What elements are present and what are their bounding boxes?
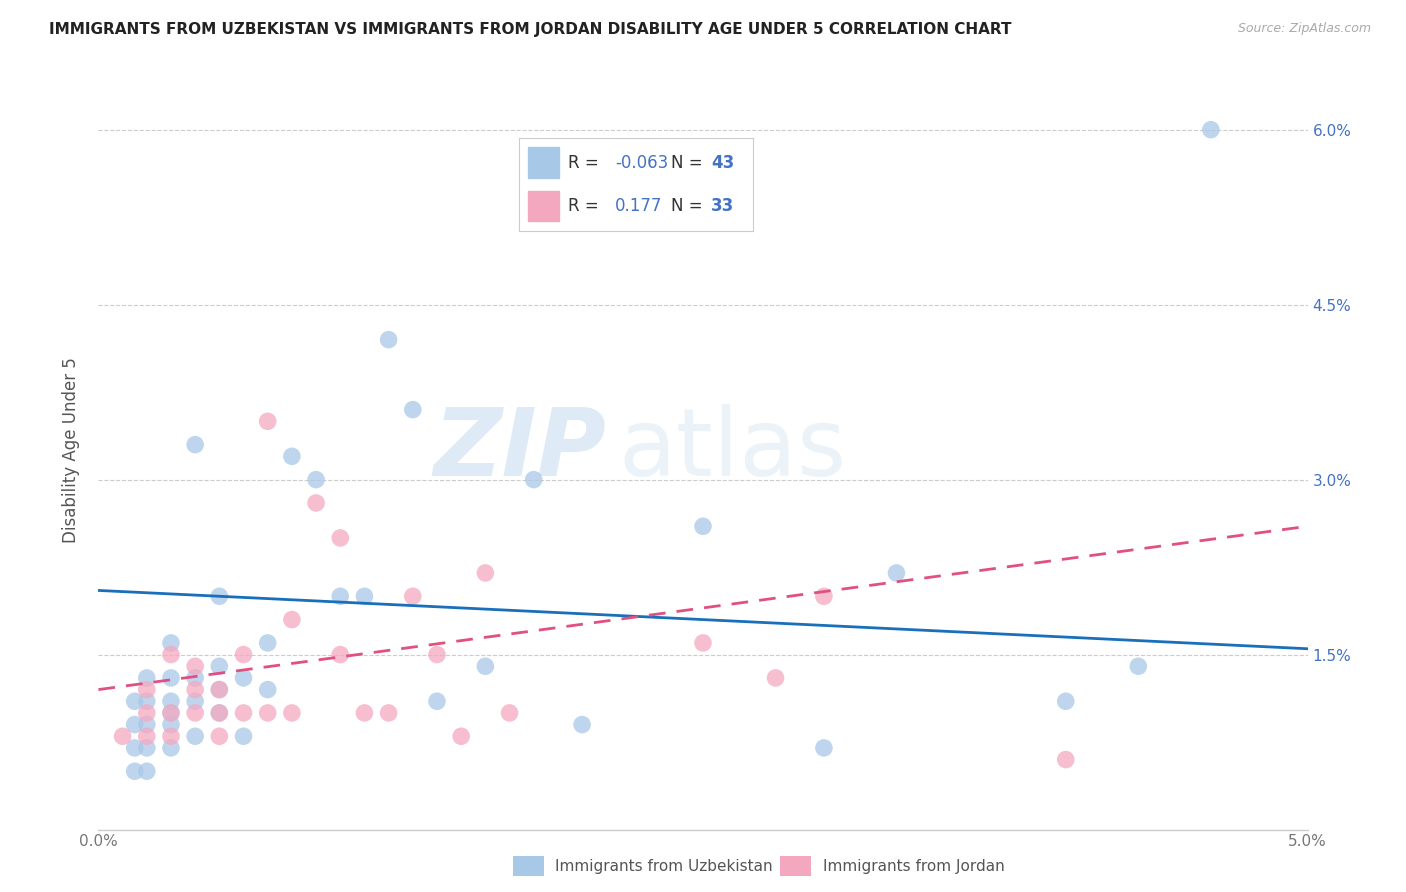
- Point: [160, 671, 183, 685]
- Point: [1054, 753, 1077, 767]
- Point: [450, 729, 472, 743]
- Text: 0.177: 0.177: [614, 196, 662, 215]
- Point: [184, 729, 207, 743]
- Point: [208, 706, 231, 720]
- Point: [329, 589, 352, 603]
- Point: [474, 566, 496, 580]
- Point: [256, 414, 278, 428]
- Point: [765, 671, 787, 685]
- Point: [160, 706, 183, 720]
- Point: [124, 717, 146, 731]
- Text: N =: N =: [671, 196, 703, 215]
- Point: [692, 636, 714, 650]
- Point: [1199, 122, 1222, 136]
- Text: Immigrants from Uzbekistan: Immigrants from Uzbekistan: [555, 859, 773, 873]
- Point: [305, 473, 328, 487]
- Point: [135, 717, 157, 731]
- Point: [135, 671, 157, 685]
- Point: [208, 682, 231, 697]
- Text: Source: ZipAtlas.com: Source: ZipAtlas.com: [1237, 22, 1371, 36]
- Point: [184, 694, 207, 708]
- Point: [184, 682, 207, 697]
- Text: 33: 33: [711, 196, 734, 215]
- Point: [498, 706, 520, 720]
- Point: [135, 740, 157, 755]
- Point: [135, 706, 157, 720]
- Point: [886, 566, 908, 580]
- Text: -0.063: -0.063: [614, 154, 668, 172]
- Point: [305, 496, 328, 510]
- Point: [353, 589, 375, 603]
- Point: [692, 519, 714, 533]
- Point: [135, 764, 157, 779]
- Point: [232, 671, 254, 685]
- Point: [256, 636, 278, 650]
- Point: [426, 648, 449, 662]
- Point: [208, 706, 231, 720]
- Point: [160, 740, 183, 755]
- Text: R =: R =: [568, 154, 599, 172]
- Point: [160, 648, 183, 662]
- Point: [1128, 659, 1150, 673]
- Text: atlas: atlas: [619, 404, 846, 497]
- Point: [281, 706, 304, 720]
- Point: [184, 671, 207, 685]
- Point: [160, 729, 183, 743]
- Point: [426, 694, 449, 708]
- Point: [353, 706, 375, 720]
- Point: [135, 729, 157, 743]
- Point: [377, 333, 399, 347]
- Point: [256, 682, 278, 697]
- Point: [232, 729, 254, 743]
- Point: [184, 437, 207, 451]
- Point: [329, 531, 352, 545]
- Point: [208, 589, 231, 603]
- Point: [208, 682, 231, 697]
- Point: [124, 694, 146, 708]
- Point: [160, 717, 183, 731]
- Point: [111, 729, 134, 743]
- Point: [377, 706, 399, 720]
- Point: [474, 659, 496, 673]
- Y-axis label: Disability Age Under 5: Disability Age Under 5: [62, 358, 80, 543]
- Point: [124, 740, 146, 755]
- Point: [135, 682, 157, 697]
- Point: [1054, 694, 1077, 708]
- Point: [208, 729, 231, 743]
- Point: [813, 740, 835, 755]
- Text: N =: N =: [671, 154, 703, 172]
- Point: [256, 706, 278, 720]
- Point: [184, 659, 207, 673]
- Point: [160, 694, 183, 708]
- Point: [571, 717, 593, 731]
- Point: [124, 764, 146, 779]
- Point: [160, 706, 183, 720]
- Point: [184, 706, 207, 720]
- Text: IMMIGRANTS FROM UZBEKISTAN VS IMMIGRANTS FROM JORDAN DISABILITY AGE UNDER 5 CORR: IMMIGRANTS FROM UZBEKISTAN VS IMMIGRANTS…: [49, 22, 1012, 37]
- Bar: [529, 147, 558, 178]
- Point: [232, 648, 254, 662]
- Point: [281, 613, 304, 627]
- Point: [208, 659, 231, 673]
- Text: Immigrants from Jordan: Immigrants from Jordan: [823, 859, 1004, 873]
- Point: [281, 450, 304, 464]
- Point: [329, 648, 352, 662]
- Text: R =: R =: [568, 196, 599, 215]
- Point: [402, 589, 425, 603]
- Point: [135, 694, 157, 708]
- Point: [402, 402, 425, 417]
- Point: [813, 589, 835, 603]
- Point: [232, 706, 254, 720]
- Bar: [529, 191, 558, 221]
- Text: ZIP: ZIP: [433, 404, 606, 497]
- Point: [523, 473, 546, 487]
- Point: [160, 636, 183, 650]
- Text: 43: 43: [711, 154, 734, 172]
